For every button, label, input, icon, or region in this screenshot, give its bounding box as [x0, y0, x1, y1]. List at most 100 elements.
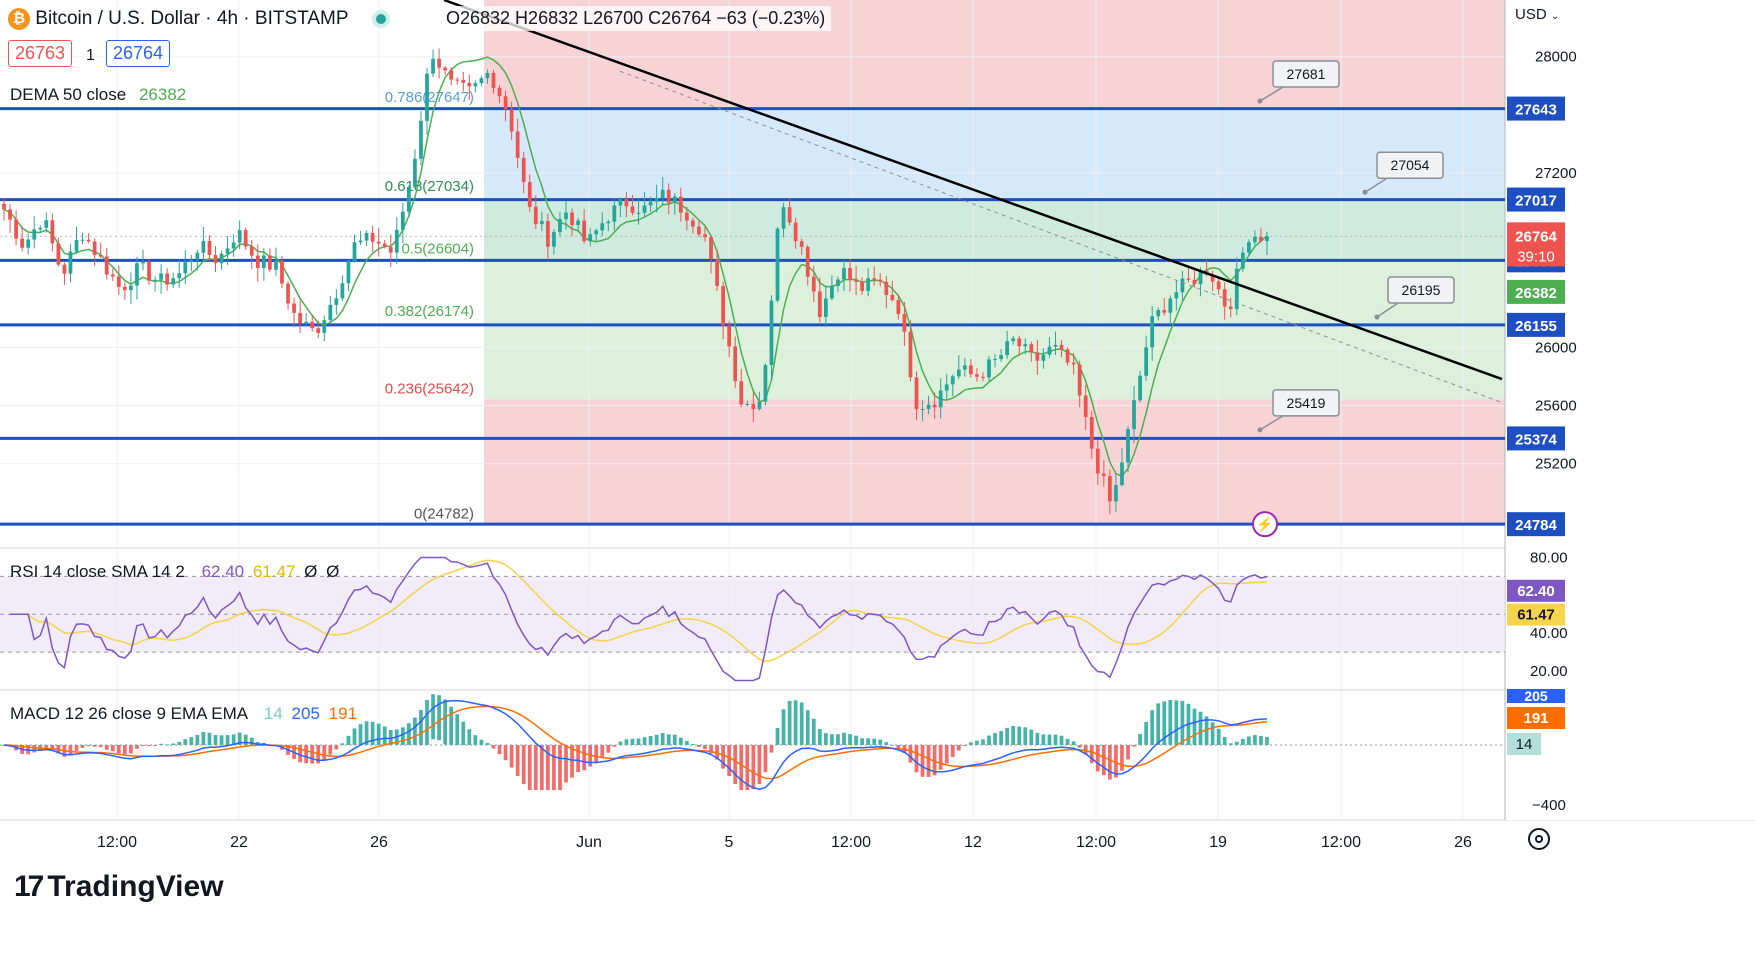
- alert-bolt-circle: [1252, 511, 1278, 538]
- macd-tag-bg: [1507, 689, 1565, 703]
- candle-body: [908, 331, 913, 378]
- candle: [878, 273, 883, 287]
- candle-body: [400, 211, 405, 230]
- candle: [340, 275, 345, 301]
- macd-hist-bar: [745, 745, 750, 790]
- candle: [1023, 338, 1028, 355]
- macd-hist-bar: [352, 728, 357, 745]
- candle-body: [62, 264, 67, 274]
- current-price-tag: 26764 39:10: [1507, 222, 1565, 267]
- macd-hist-bar: [147, 745, 151, 746]
- macd-hist-bar: [449, 706, 454, 745]
- candle-body: [26, 239, 31, 248]
- candle-body: [1246, 242, 1251, 253]
- settings-gear-icon[interactable]: [1528, 828, 1550, 850]
- candle-body: [153, 279, 157, 281]
- macd-hist-bar: [999, 731, 1003, 745]
- hist-value-tag: 14: [1507, 733, 1541, 755]
- candle: [969, 358, 973, 378]
- macd-hist-bar: [376, 723, 381, 745]
- candle-body: [249, 246, 254, 256]
- candle: [62, 262, 67, 285]
- sell-price-button[interactable]: 26763: [8, 40, 73, 67]
- macd-legend[interactable]: MACD 12 26 close 9 EMA EMA 14 205 191: [10, 704, 357, 724]
- macd-hist-bar: [44, 745, 49, 748]
- candle-body: [920, 409, 925, 411]
- candle-body: [68, 251, 73, 274]
- candle-body: [1071, 362, 1076, 365]
- candle: [787, 197, 792, 226]
- candle: [322, 315, 327, 342]
- y-tick-26000: 26000: [1535, 339, 1577, 356]
- candle-body: [914, 377, 919, 410]
- candle-body: [370, 232, 375, 242]
- macd-hist-bar: [1138, 734, 1142, 745]
- candle: [485, 69, 490, 84]
- candle-body: [352, 242, 357, 262]
- price-tag-bg: [1507, 312, 1565, 337]
- candle: [975, 368, 979, 382]
- macd-hist-bar: [491, 745, 496, 749]
- candle-body: [1108, 475, 1112, 502]
- dema-legend[interactable]: DEMA 50 close 26382: [10, 85, 186, 105]
- candle: [153, 276, 157, 292]
- candle-body: [823, 298, 828, 317]
- candle: [654, 184, 659, 213]
- candle-body: [709, 237, 713, 260]
- candle-body: [872, 278, 877, 280]
- candle-body: [1138, 375, 1142, 401]
- candle-body: [443, 67, 448, 71]
- candle-body: [533, 206, 538, 225]
- macd-hist-bar: [1120, 745, 1124, 771]
- macd-hist-bar: [987, 735, 991, 745]
- candle: [799, 238, 804, 255]
- candle: [733, 336, 738, 388]
- x-tick-10: 26: [1454, 834, 1472, 851]
- macd-hist-bar: [400, 727, 405, 745]
- macd-hist-bar: [1059, 735, 1064, 745]
- spread-value: 1: [86, 47, 95, 64]
- candle-body: [703, 234, 707, 238]
- macd-hist-bar: [425, 699, 429, 745]
- candle: [691, 217, 695, 234]
- candle-body: [1023, 344, 1028, 347]
- callout-27054: 27054: [1362, 151, 1444, 195]
- candle-body: [479, 78, 484, 84]
- macd-hist-bar: [860, 738, 864, 745]
- candle-body: [322, 320, 327, 333]
- tradingview-logo[interactable]: 17 TradingView: [14, 870, 224, 904]
- macd-hist-bar: [388, 729, 393, 745]
- macd-hist-bar: [799, 702, 804, 745]
- trendline-dashed: [619, 70, 1503, 404]
- macd-hist-bar: [237, 732, 242, 745]
- macd-hist-bar: [86, 745, 91, 747]
- macd-hist-bar: [407, 723, 411, 745]
- candle: [1246, 239, 1251, 257]
- candle-body: [781, 207, 786, 229]
- macd-hist-bar: [618, 741, 623, 745]
- macd-hist-bar: [382, 726, 387, 745]
- candle-body: [962, 365, 967, 370]
- macd-hist-bar: [467, 729, 472, 745]
- candle: [648, 196, 653, 212]
- candle-body: [467, 82, 472, 87]
- currency-select[interactable]: USD ⌄: [1515, 6, 1559, 23]
- candle: [1234, 257, 1239, 316]
- macd-hist-bar: [624, 739, 629, 745]
- candle: [286, 281, 290, 310]
- symbol-header[interactable]: ₿ Bitcoin / U.S. Dollar · 4h · BITSTAMP: [8, 8, 386, 30]
- candlestick-series: [2, 48, 1269, 515]
- price-tag-text: 26155: [1515, 318, 1557, 335]
- candle-body: [672, 196, 677, 203]
- buy-price-button[interactable]: 26764: [106, 40, 171, 67]
- candle-body: [1180, 278, 1185, 293]
- rsi-legend[interactable]: RSI 14 close SMA 14 2 62.40 61.47 Ø Ø: [10, 562, 339, 582]
- macd-hist-bar: [582, 745, 587, 771]
- candle: [255, 244, 260, 282]
- macd-hist-bar: [1265, 736, 1269, 745]
- candle: [962, 357, 967, 377]
- candle-body: [141, 261, 145, 264]
- candle: [225, 236, 230, 265]
- candle-body: [890, 294, 895, 301]
